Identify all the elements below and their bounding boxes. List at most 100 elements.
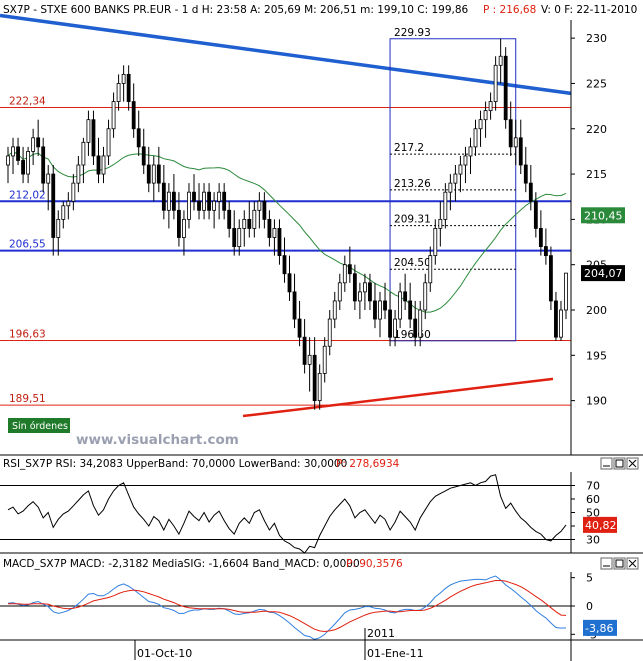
candle[interactable] — [126, 65, 131, 111]
candle[interactable] — [448, 174, 453, 211]
candle[interactable] — [237, 219, 242, 256]
candle[interactable] — [393, 310, 397, 347]
candle[interactable] — [322, 337, 327, 383]
candle[interactable] — [26, 146, 31, 184]
candle[interactable] — [317, 364, 322, 410]
candle[interactable] — [564, 272, 568, 320]
candle[interactable] — [418, 300, 423, 347]
candle[interactable] — [96, 137, 101, 184]
candle[interactable] — [513, 119, 518, 165]
candle[interactable] — [453, 165, 458, 202]
candle[interactable] — [423, 273, 428, 320]
candle[interactable] — [182, 210, 186, 256]
candle[interactable] — [337, 273, 342, 310]
candle[interactable] — [327, 310, 332, 356]
candle[interactable] — [438, 201, 443, 247]
candle[interactable] — [106, 119, 111, 165]
candle[interactable] — [302, 319, 307, 374]
candle[interactable] — [549, 246, 553, 310]
minimize-button[interactable] — [600, 557, 613, 570]
candle[interactable] — [388, 291, 392, 347]
maximize-button[interactable] — [613, 557, 626, 570]
candle[interactable] — [468, 137, 473, 175]
candle[interactable] — [543, 228, 548, 265]
candle[interactable] — [161, 165, 166, 220]
window-controls[interactable] — [600, 457, 639, 570]
candle[interactable] — [202, 183, 206, 220]
candle[interactable] — [61, 201, 66, 229]
candle[interactable] — [252, 201, 257, 238]
candle[interactable] — [493, 56, 498, 111]
candle[interactable] — [518, 119, 523, 175]
candle[interactable] — [101, 146, 106, 184]
candle[interactable] — [443, 183, 448, 229]
maximize-button[interactable] — [613, 457, 626, 470]
candle[interactable] — [403, 273, 408, 310]
candle[interactable] — [177, 192, 181, 247]
candle[interactable] — [483, 101, 488, 138]
macd-panel[interactable]: 50-5-3,86 — [0, 572, 617, 642]
candle[interactable] — [207, 183, 211, 220]
candle[interactable] — [363, 273, 367, 310]
candle[interactable] — [508, 101, 513, 156]
candle[interactable] — [413, 300, 418, 347]
candle[interactable] — [121, 65, 126, 102]
candle[interactable] — [559, 300, 563, 341]
candle[interactable] — [111, 92, 116, 138]
candle[interactable] — [488, 92, 493, 120]
candle[interactable] — [212, 192, 217, 229]
candle[interactable] — [503, 47, 508, 129]
candle[interactable] — [307, 337, 312, 392]
candle[interactable] — [36, 119, 41, 156]
candle[interactable] — [292, 273, 297, 329]
candle[interactable] — [347, 246, 352, 283]
candle[interactable] — [227, 201, 232, 238]
candle[interactable] — [46, 165, 51, 211]
candle[interactable] — [287, 255, 292, 301]
orders-badge[interactable]: Sin órdenes — [8, 418, 70, 433]
candle[interactable] — [242, 210, 247, 247]
candle[interactable] — [116, 74, 121, 111]
candle[interactable] — [332, 291, 337, 329]
candle[interactable] — [222, 183, 227, 220]
candle[interactable] — [56, 210, 61, 256]
candle[interactable] — [21, 146, 25, 184]
rsi-panel[interactable]: 706050403040,82 — [0, 474, 617, 554]
candle[interactable] — [473, 119, 478, 156]
candle[interactable] — [146, 146, 151, 193]
candle[interactable] — [277, 219, 282, 265]
candle[interactable] — [342, 255, 347, 292]
candle[interactable] — [458, 155, 463, 193]
candle[interactable] — [86, 110, 91, 156]
candle[interactable] — [166, 183, 171, 229]
candle[interactable] — [16, 137, 20, 165]
candle[interactable] — [272, 219, 277, 256]
candle[interactable] — [378, 291, 382, 338]
price-panel[interactable]: 230225220215210205200195190222,34212,022… — [0, 13, 625, 418]
rsi-controls[interactable] — [600, 457, 639, 470]
macd-controls[interactable] — [600, 557, 639, 570]
candle[interactable] — [383, 282, 387, 320]
candle[interactable] — [156, 146, 161, 193]
candle[interactable] — [282, 237, 287, 283]
candle[interactable] — [297, 300, 302, 347]
candle[interactable] — [463, 146, 468, 184]
candle[interactable] — [257, 192, 262, 229]
candle[interactable] — [51, 165, 56, 256]
candle[interactable] — [187, 183, 191, 229]
candle[interactable] — [151, 155, 156, 202]
candle[interactable] — [247, 201, 252, 238]
candle[interactable] — [478, 110, 483, 147]
candle[interactable] — [267, 210, 272, 247]
candle[interactable] — [433, 219, 438, 265]
candle[interactable] — [192, 174, 196, 211]
candle[interactable] — [533, 192, 538, 238]
candle[interactable] — [352, 264, 357, 310]
candle[interactable] — [11, 137, 15, 175]
candle[interactable] — [41, 137, 46, 193]
candle[interactable] — [262, 192, 267, 229]
candle[interactable] — [398, 282, 403, 329]
candle[interactable] — [373, 282, 377, 329]
candle[interactable] — [81, 137, 86, 184]
candle[interactable] — [428, 246, 433, 292]
